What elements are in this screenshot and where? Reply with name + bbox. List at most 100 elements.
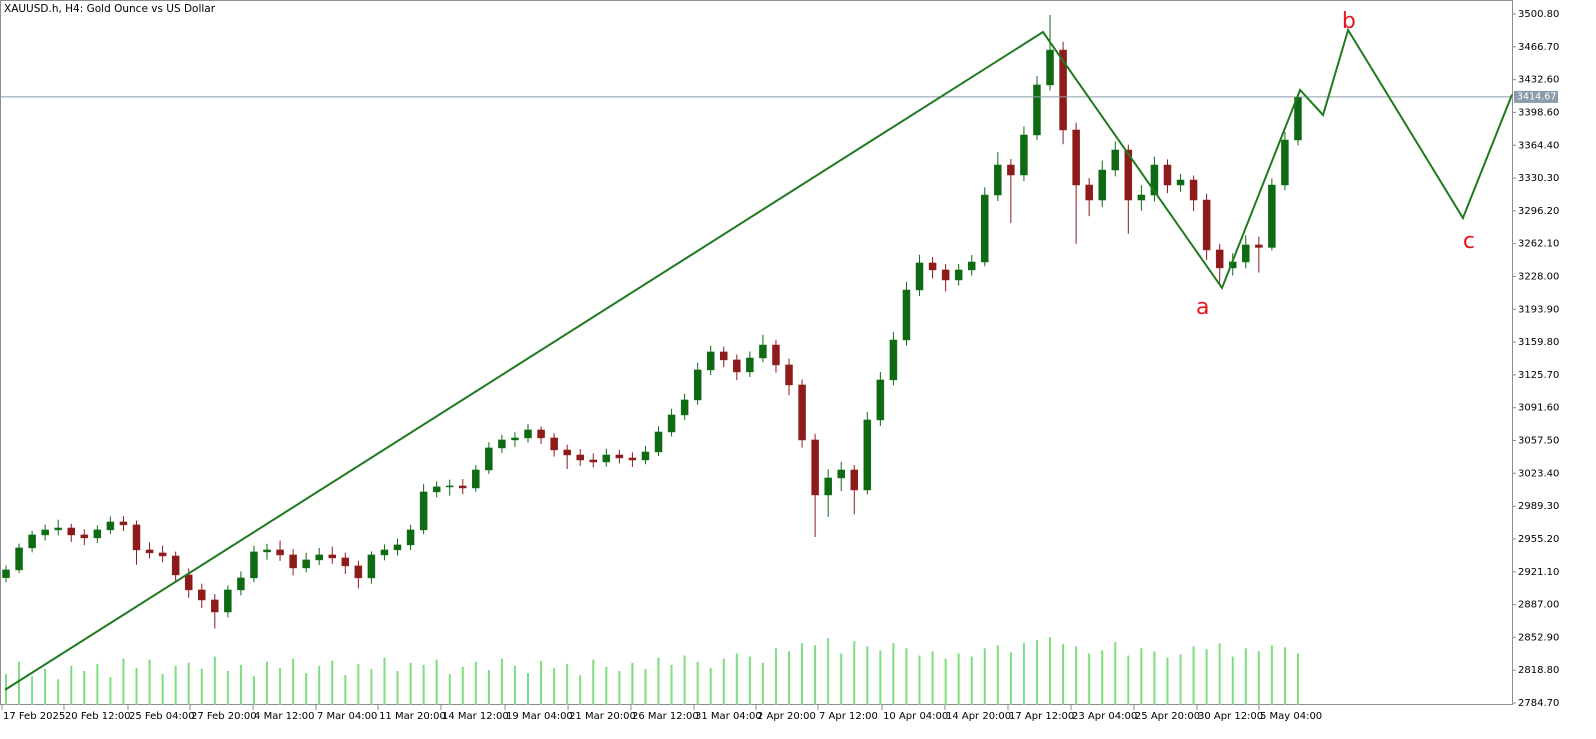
candle-body xyxy=(628,457,637,461)
y-tick-label: 3398.60 xyxy=(1518,107,1559,118)
candle-body xyxy=(667,414,676,433)
candle-body xyxy=(785,364,793,386)
y-tick-label: 2887.00 xyxy=(1518,600,1559,611)
volume-bar xyxy=(474,661,477,705)
volume-bar xyxy=(461,666,464,705)
candle-body xyxy=(824,477,832,496)
candle-body xyxy=(1189,179,1198,201)
candle-body xyxy=(93,529,102,539)
volume-bar xyxy=(827,638,830,705)
x-tick-label: 7 Apr 12:00 xyxy=(819,711,878,722)
candle-body xyxy=(406,529,415,546)
volume-bar xyxy=(1270,645,1273,705)
volume-bar xyxy=(279,667,282,705)
volume-bar xyxy=(266,661,269,705)
candle-body xyxy=(1059,49,1067,131)
candle-body xyxy=(680,399,689,416)
volume-bar xyxy=(1049,637,1052,705)
volume-bar xyxy=(370,668,373,705)
volume-bar xyxy=(1179,654,1182,705)
candle-body xyxy=(432,486,441,493)
volume-bar xyxy=(200,668,203,705)
wave-label: b xyxy=(1342,9,1356,34)
y-tick-label: 3057.50 xyxy=(1518,436,1559,447)
volume-bar xyxy=(957,653,960,705)
candle-body xyxy=(15,547,23,571)
y-tick-label: 3262.10 xyxy=(1518,239,1559,250)
candle-body xyxy=(1046,49,1054,86)
volume-bar xyxy=(1283,647,1286,705)
volume-bar xyxy=(579,675,582,705)
candle-body xyxy=(1072,129,1080,186)
volume-bar xyxy=(774,648,777,705)
candle-body xyxy=(1007,164,1015,176)
candle-body xyxy=(537,429,545,439)
y-tick-label: 2852.90 xyxy=(1518,632,1559,643)
candle-body xyxy=(263,549,271,553)
candle-body xyxy=(158,552,167,557)
candle-body xyxy=(237,577,245,591)
volume-bar xyxy=(57,679,60,705)
candle-body xyxy=(485,447,493,471)
candle-body xyxy=(941,269,950,281)
wave-line xyxy=(4,27,1513,691)
volume-bar xyxy=(1166,657,1169,705)
volume-bar xyxy=(892,643,895,705)
candle-body xyxy=(576,454,584,461)
volume-bar xyxy=(448,674,451,705)
candle-body xyxy=(2,569,10,578)
x-tick-label: 4 Mar 12:00 xyxy=(254,711,314,722)
plot-frame xyxy=(0,0,1513,705)
volume-bar xyxy=(31,676,34,705)
volume-bar xyxy=(1257,651,1260,705)
volume-bar xyxy=(761,662,764,705)
candle-body xyxy=(250,551,258,579)
price-label-box xyxy=(1514,90,1558,103)
candle-body xyxy=(746,357,754,373)
x-tick-label: 17 Apr 12:00 xyxy=(1009,711,1074,722)
y-tick-label: 3159.80 xyxy=(1518,337,1559,348)
volume-bar xyxy=(801,643,804,705)
x-tick-label: 26 Mar 12:00 xyxy=(632,711,699,722)
y-tick-label: 2921.10 xyxy=(1518,567,1559,578)
wave-label: a xyxy=(1196,295,1209,320)
volume-bar xyxy=(1296,653,1299,705)
candle-body xyxy=(341,557,350,567)
volume-bar xyxy=(292,658,295,705)
volume-bar xyxy=(109,677,112,705)
volume-bar xyxy=(1244,648,1247,705)
volume-bar xyxy=(331,660,334,705)
chart-title: XAUUSD.h, H4: Gold Ounce vs US Dollar xyxy=(4,3,216,15)
candle-body xyxy=(602,454,611,463)
candle-body xyxy=(967,261,976,271)
x-tick-label: 20 Feb 12:00 xyxy=(65,711,131,722)
candle-body xyxy=(981,194,989,263)
candle-body xyxy=(1242,244,1250,263)
candle-body xyxy=(1020,134,1028,176)
volume-bar xyxy=(383,657,386,705)
volume-bar xyxy=(670,664,673,705)
volume-bar xyxy=(487,669,490,705)
candle-body xyxy=(915,262,924,291)
candle-body xyxy=(563,449,571,456)
volume-bar xyxy=(252,676,255,705)
candle-body xyxy=(524,429,532,439)
volume-bar xyxy=(148,659,151,705)
candle-body xyxy=(498,439,506,449)
candle-body xyxy=(145,549,154,554)
candle-layer xyxy=(2,15,1302,629)
candle-body xyxy=(302,559,310,569)
volume-bar xyxy=(422,664,425,705)
volume-bar xyxy=(527,673,530,705)
y-tick-label: 2989.30 xyxy=(1518,501,1559,512)
candle-body xyxy=(1268,184,1276,248)
candle-body xyxy=(837,469,845,479)
candle-body xyxy=(641,451,650,461)
volume-bar xyxy=(866,646,869,705)
volume-bar xyxy=(1101,650,1104,705)
volume-bar xyxy=(1153,651,1156,705)
candle-body xyxy=(811,439,819,496)
y-tick-label: 3364.40 xyxy=(1518,140,1559,151)
candle-body xyxy=(1098,169,1106,201)
